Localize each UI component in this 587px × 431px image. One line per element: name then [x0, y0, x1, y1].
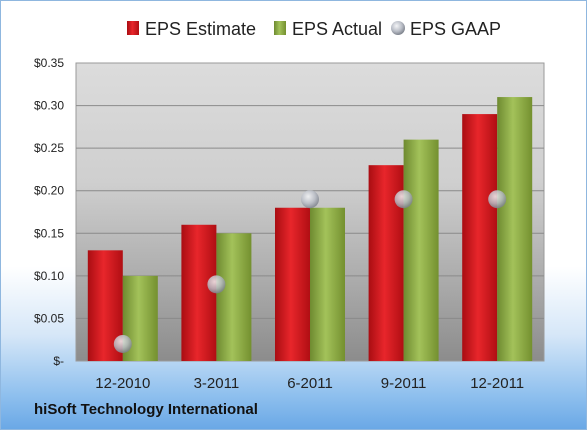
x-tick-label: 12-2010 [95, 375, 150, 392]
y-tick-label: $0.35 [34, 56, 64, 70]
gaap-point [207, 275, 226, 294]
x-tick-label: 3-2011 [194, 375, 240, 392]
bar-actual [310, 207, 345, 361]
x-tick-label: 6-2011 [287, 375, 333, 392]
y-tick-label: $0.15 [34, 226, 64, 240]
gaap-point [301, 190, 319, 209]
legend-label-actual: EPS Actual [292, 19, 382, 39]
bar-actual [403, 139, 439, 361]
y-tick-label: $0.10 [34, 269, 64, 283]
legend-swatch-actual [274, 21, 286, 35]
legend-swatch-gaap [391, 21, 405, 35]
bar-actual [216, 233, 252, 361]
bar-estimate [181, 224, 217, 361]
legend-label-estimate: EPS Estimate [145, 19, 256, 39]
company-name: hiSoft Technology International [34, 401, 258, 418]
gaap-point [488, 190, 507, 209]
y-tick-label: $0.30 [34, 99, 64, 113]
y-tick-label: $0.05 [34, 311, 64, 325]
gaap-point [394, 190, 413, 209]
y-tick-label: $- [53, 354, 64, 368]
x-tick-label: 12-2011 [470, 375, 524, 392]
y-axis-ticks: $- $0.05 $0.10 $0.15 $0.20 $0.25 $0.30 $0.35 [34, 56, 64, 368]
legend-label-gaap: EPS GAAP [410, 19, 501, 39]
x-axis-ticks: 12-2010 3-2011 6-2011 9-2011 12-2011 [95, 375, 524, 392]
bar-estimate [275, 207, 310, 361]
bar-estimate [462, 114, 498, 361]
gaap-point [113, 334, 132, 353]
legend-swatch-estimate [127, 21, 139, 35]
legend: EPS Estimate EPS Actual EPS GAAP [127, 19, 501, 39]
x-tick-label: 9-2011 [381, 375, 427, 392]
y-tick-label: $0.25 [34, 141, 64, 155]
bar-actual [497, 97, 533, 362]
gaap-points [113, 190, 507, 353]
y-tick-label: $0.20 [34, 184, 64, 198]
